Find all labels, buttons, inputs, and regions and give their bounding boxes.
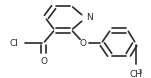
FancyBboxPatch shape bbox=[14, 39, 23, 46]
FancyBboxPatch shape bbox=[84, 15, 89, 22]
FancyBboxPatch shape bbox=[129, 67, 142, 73]
Text: Cl: Cl bbox=[10, 39, 19, 48]
FancyBboxPatch shape bbox=[41, 54, 46, 61]
Text: N: N bbox=[87, 13, 93, 22]
Text: CH: CH bbox=[129, 70, 142, 78]
Text: O: O bbox=[40, 57, 47, 66]
Text: O: O bbox=[80, 39, 87, 48]
FancyBboxPatch shape bbox=[81, 39, 86, 46]
Text: 3: 3 bbox=[138, 68, 142, 74]
